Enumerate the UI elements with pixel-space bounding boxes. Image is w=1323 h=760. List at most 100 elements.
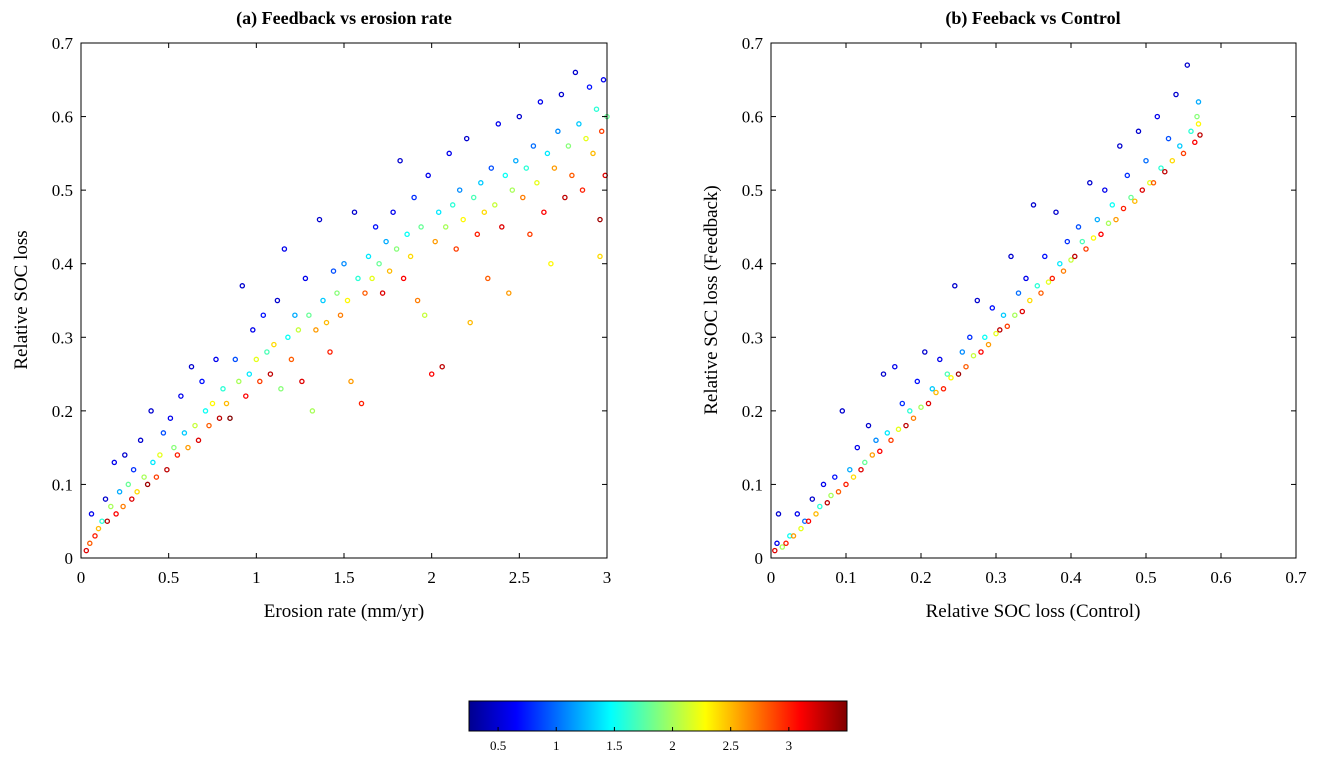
panel-b-ytick-label: 0.5 [742, 181, 763, 200]
panel-a-point [513, 157, 519, 164]
panel-b-point [914, 378, 921, 385]
panel-a-point [302, 275, 309, 282]
panel-b-point [1045, 279, 1052, 285]
panel-b-xtick-label: 0.3 [985, 568, 1006, 587]
panel-b-point [1195, 99, 1202, 105]
panel-b-point [940, 386, 947, 392]
panel-a-point [488, 165, 495, 171]
panel-a-point [449, 202, 456, 208]
panel-a-xtick-label: 3 [603, 568, 612, 587]
panel-a-point [206, 422, 212, 429]
panel-b-point [1184, 62, 1191, 68]
panel-b-point [1019, 308, 1026, 315]
panel-b-point [1072, 253, 1078, 260]
panel-b-point [1188, 128, 1194, 135]
panel-a-point [463, 135, 470, 142]
panel-b-point [1128, 194, 1134, 201]
panel-a-point [267, 371, 274, 377]
panel-a-point [527, 231, 533, 238]
panel-b-point [794, 511, 801, 517]
panel-b-point [1173, 91, 1179, 98]
panel-b-point [1109, 202, 1116, 208]
panel-b-point [963, 363, 969, 370]
panel-a-point [520, 194, 526, 201]
panel-b-ytick-label: 0.2 [742, 402, 763, 421]
panel-a-point [555, 128, 561, 135]
panel-b: (b) Feeback vs Control 0 0.1 0.2 0.3 0.4 0.5 0… [701, 8, 1307, 622]
panel-a-point [108, 503, 114, 510]
colorbar-gradient [468, 700, 848, 732]
panel-a-point [600, 77, 607, 83]
panel-a-ytick-label: 0 [65, 549, 74, 568]
panel-a-point [246, 371, 253, 377]
panel-b-point [1057, 260, 1063, 267]
panel-a-point [383, 238, 389, 245]
panel-a-point [157, 452, 163, 458]
panel-b-point [1195, 121, 1202, 127]
panel-b-point [1105, 220, 1112, 227]
panel-b-point [1015, 290, 1022, 296]
panel-a-point [164, 466, 170, 473]
colorbar: 0.5 1 1.5 2 2.5 3 [468, 700, 848, 753]
panel-a-ytick-label: 0.7 [52, 34, 74, 53]
panel-a-point [442, 224, 449, 230]
panel-a-point [192, 422, 198, 429]
panel-b-point [1154, 113, 1161, 120]
panel-a-point [116, 489, 123, 495]
panel-a-point [178, 393, 184, 399]
panel-b-point [1053, 209, 1059, 215]
panel-b-point [775, 511, 782, 517]
panel-a-point [309, 408, 316, 414]
panel-b-point [1038, 290, 1044, 296]
panel-a-point [597, 253, 603, 260]
panel-a-point [167, 415, 174, 421]
panel-b-point [1090, 235, 1097, 241]
panel-b-point [1177, 143, 1183, 149]
panel-b-point [1034, 283, 1041, 289]
panel-a-point [558, 91, 565, 98]
panel-b-point [1027, 297, 1033, 304]
panel-a-point [523, 165, 530, 171]
panel-b-point [937, 356, 943, 363]
panel-a-point [541, 209, 547, 215]
panel-a-point [506, 290, 512, 296]
panel-a-ytick-label: 0.2 [52, 402, 73, 421]
panel-b-point [978, 349, 984, 355]
panel-b-point [1150, 180, 1157, 186]
panel-a-title: (a) Feedback vs erosion rate [236, 8, 452, 29]
panel-b-xtick-label: 0.2 [910, 568, 931, 587]
panel-a-point [323, 319, 330, 326]
panel-a-xtick-label: 2.5 [509, 568, 530, 587]
panel-a-yticks: 0 0.1 0.2 0.3 0.4 0.5 0.6 0.7 [52, 34, 607, 568]
panel-b-point [1197, 132, 1203, 138]
panel-a-point [598, 128, 605, 135]
panel-a-point [129, 496, 135, 502]
panel-a-point [418, 224, 424, 230]
panel-a-point [537, 99, 544, 105]
panel-a-point [95, 525, 102, 532]
panel-b-xticks: 0 0.1 0.2 0.3 0.4 0.5 0.6 0.7 [767, 43, 1307, 587]
panel-b-point [865, 422, 872, 429]
panel-b-point [880, 371, 887, 377]
panel-a-point [572, 69, 579, 76]
panel-b-point [877, 448, 883, 455]
panel-b-point [805, 518, 812, 524]
panel-a-xtick-label: 1 [252, 568, 261, 587]
panel-b-point [944, 371, 951, 377]
panel-a-point [586, 84, 593, 90]
panel-b-ytick-label: 0.4 [742, 255, 764, 274]
panel-a-point [243, 393, 249, 399]
panel-b-point [839, 408, 846, 414]
panel-b-ytick-label: 0.1 [742, 475, 763, 494]
panel-a-point [355, 275, 361, 282]
panel-b-point [1194, 113, 1200, 120]
panel-a-point [257, 378, 263, 385]
panel-b-point [895, 426, 902, 433]
panel-a-point [397, 157, 403, 164]
panel-a-xtick-label: 0 [77, 568, 86, 587]
panel-a-point [220, 386, 226, 392]
panel-a-point [278, 386, 284, 392]
panel-b-point [1060, 268, 1067, 274]
panel-b-point [1075, 224, 1082, 230]
panel-b-point [948, 375, 954, 381]
